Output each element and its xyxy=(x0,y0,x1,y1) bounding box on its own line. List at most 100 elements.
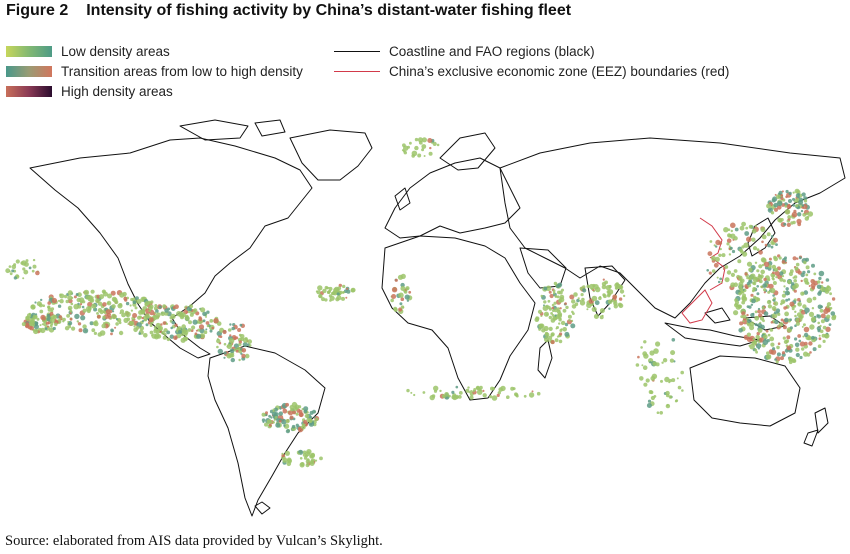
legend-transition-swatch xyxy=(6,66,52,77)
fishing-activity-dot xyxy=(157,325,163,332)
fishing-activity-dot xyxy=(436,143,440,147)
fishing-activity-dot xyxy=(556,309,561,314)
fishing-activity-dot xyxy=(766,299,772,305)
coastline-madagascar xyxy=(537,339,553,379)
fishing-activity-dot xyxy=(427,138,433,143)
fishing-activity-dot xyxy=(233,336,237,340)
fishing-activity-dot xyxy=(711,255,716,261)
fishing-activity-dot xyxy=(817,321,820,325)
fishing-activity-dot xyxy=(154,333,160,339)
fishing-activity-dot xyxy=(818,334,821,337)
fishing-activity-dot xyxy=(649,361,652,364)
fishing-activity-dot xyxy=(722,267,726,270)
fishing-activity-dot xyxy=(304,413,310,419)
fishing-activity-dot xyxy=(556,295,560,299)
fishing-activity-dot xyxy=(51,297,58,304)
fishing-activity-dot xyxy=(177,330,182,334)
fishing-activity-dot xyxy=(67,321,70,323)
fishing-activity-dot xyxy=(333,287,339,293)
legend-coastline-label: Coastline and FAO regions (black) xyxy=(389,44,595,59)
fishing-activity-dot xyxy=(593,314,599,319)
fishing-activity-dot xyxy=(776,204,782,210)
fishing-activity-dot xyxy=(825,326,831,332)
fishing-activity-dot xyxy=(5,268,11,274)
legend-coastline-line xyxy=(334,51,380,52)
fishing-activity-dot xyxy=(767,243,771,248)
fishing-activity-dot xyxy=(439,389,442,393)
fishing-activity-dot xyxy=(786,345,792,351)
fishing-activity-dot xyxy=(783,222,787,226)
fishing-activity-dot xyxy=(719,247,722,251)
fishing-activity-dot xyxy=(432,141,437,146)
fishing-activity-dot xyxy=(196,333,202,339)
fishing-activity-dot xyxy=(266,419,273,425)
fishing-activity-dot xyxy=(737,304,741,308)
fishing-activity-dot xyxy=(149,324,153,327)
fishing-activity-dot xyxy=(400,273,406,279)
fishing-activity-dot xyxy=(795,204,799,208)
fishing-activity-dot xyxy=(465,388,470,393)
fishing-activity-dot xyxy=(194,332,198,336)
fishing-activity-dot xyxy=(806,297,813,304)
fishing-activity-dot xyxy=(717,280,721,284)
fishing-activity-dot xyxy=(824,333,829,339)
fishing-activity-dot xyxy=(60,318,63,321)
fishing-activity-dot xyxy=(398,292,404,298)
fishing-activity-dot xyxy=(96,312,99,315)
fishing-activity-dot xyxy=(777,325,780,328)
fishing-activity-dot xyxy=(743,242,749,248)
fishing-activity-dot xyxy=(52,314,58,320)
fishing-activity-dot xyxy=(350,287,356,293)
fishing-activity-dot xyxy=(783,285,786,288)
fishing-activity-dot xyxy=(155,309,159,313)
fishing-activity-dot xyxy=(788,356,794,362)
fishing-activity-dot xyxy=(39,324,42,327)
fishing-activity-dot xyxy=(497,391,501,395)
fishing-activity-dot xyxy=(820,319,825,324)
fishing-activity-dot xyxy=(781,190,784,193)
fishing-activity-dot xyxy=(289,404,294,410)
fishing-activity-dot xyxy=(166,330,171,335)
fishing-activity-dot xyxy=(209,319,214,323)
fishing-activity-dot xyxy=(787,298,791,301)
fishing-activity-dot xyxy=(714,256,720,262)
fishing-activity-dot xyxy=(729,246,733,250)
fishing-activity-dot xyxy=(558,322,561,325)
fishing-activity-dot xyxy=(417,137,423,143)
figure-label: Figure 2 xyxy=(6,2,69,19)
fishing-activity-dot xyxy=(746,261,753,267)
fishing-activity-dot xyxy=(792,276,795,279)
fishing-activity-dot xyxy=(557,313,562,319)
fishing-activity-dot xyxy=(758,250,763,255)
fishing-activity-dot xyxy=(32,264,37,269)
fishing-activity-dot xyxy=(809,324,815,330)
fishing-activity-dot xyxy=(13,276,18,280)
fishing-activity-dot xyxy=(561,288,564,292)
fishing-activity-dot xyxy=(554,338,559,343)
fishing-activity-dot xyxy=(775,308,781,313)
fishing-activity-dot xyxy=(206,310,210,314)
fishing-activity-dot xyxy=(797,297,801,302)
fishing-activity-dot xyxy=(36,301,42,307)
fishing-activity-dot xyxy=(319,456,323,461)
fishing-activity-dot xyxy=(73,295,77,299)
fishing-activity-dot xyxy=(763,311,769,316)
fishing-activity-dot xyxy=(817,344,822,348)
fishing-activity-dot xyxy=(414,137,419,142)
fishing-activity-dot xyxy=(750,293,754,297)
fishing-activity-dot xyxy=(665,393,670,398)
fishing-activity-dot xyxy=(599,308,605,314)
fishing-activity-dot xyxy=(755,343,762,349)
fishing-activity-dot xyxy=(748,224,753,229)
legend-high: High density areas xyxy=(6,84,173,99)
fishing-activity-dot xyxy=(773,237,778,243)
fishing-activity-dot xyxy=(800,209,804,213)
fishing-activity-dot xyxy=(671,338,676,342)
fishing-activity-dot xyxy=(286,461,292,467)
fishing-activity-dot xyxy=(788,360,793,365)
fishing-activity-dot xyxy=(295,412,299,416)
fishing-activity-dot xyxy=(761,234,767,240)
fishing-activity-dot xyxy=(576,298,580,303)
fishing-activity-dot xyxy=(305,424,308,427)
fishing-activity-dot xyxy=(661,361,664,364)
